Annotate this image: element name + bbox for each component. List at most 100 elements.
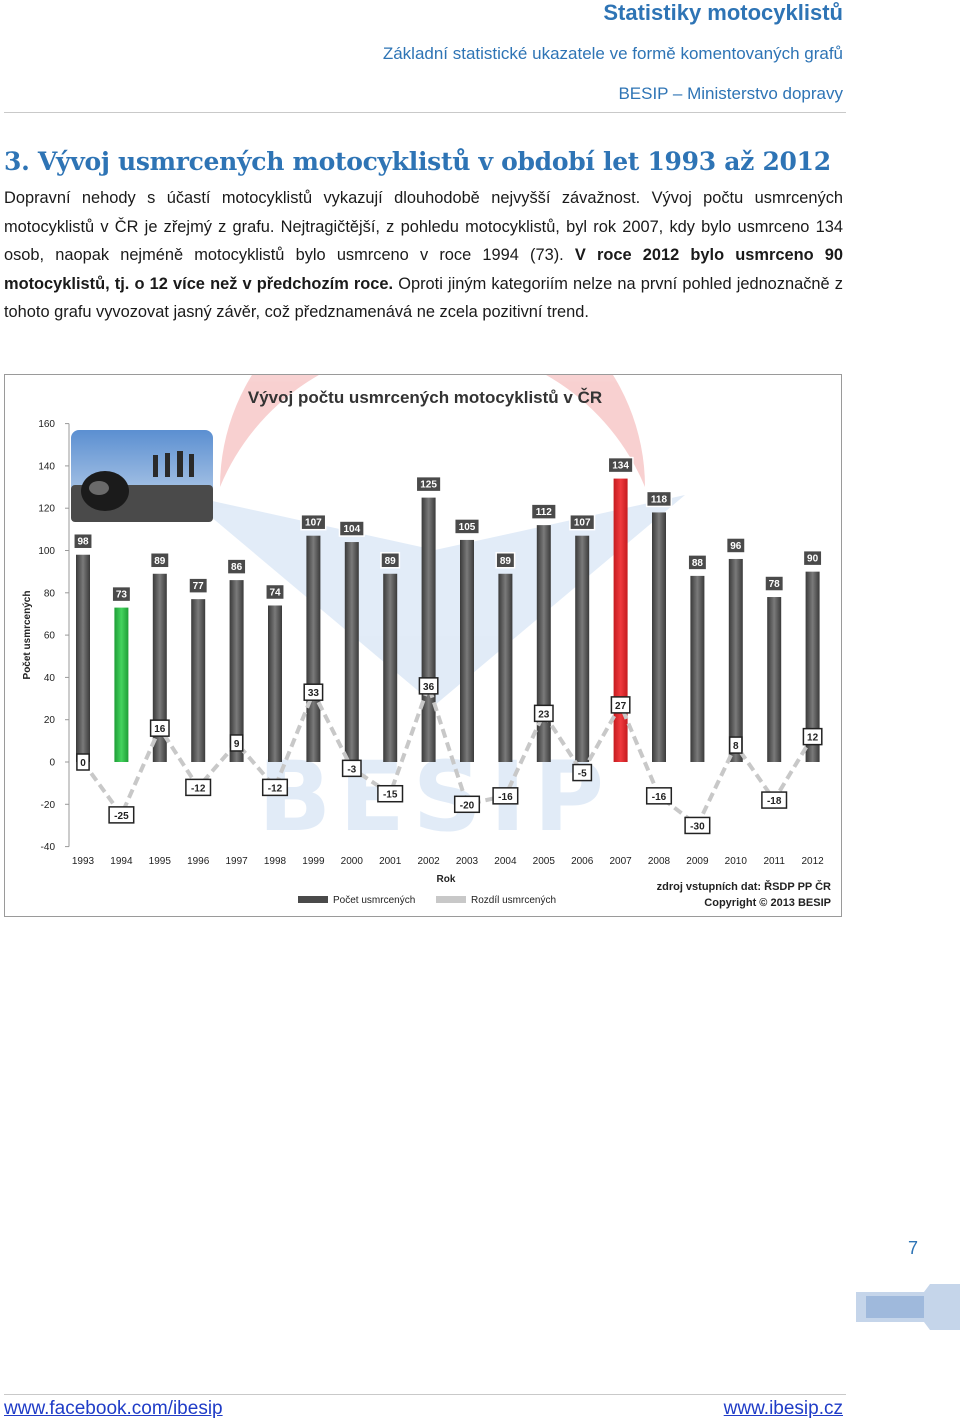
header-divider <box>4 112 846 113</box>
bar-value-label: 104 <box>343 524 360 535</box>
x-tick-label: 1996 <box>187 856 210 867</box>
diff-value-label: -18 <box>767 796 782 807</box>
diff-value-label: 12 <box>807 733 819 744</box>
x-tick-label: 2005 <box>533 856 556 867</box>
website-link[interactable]: www.ibesip.cz <box>723 1398 843 1419</box>
bar-label-box <box>149 552 170 569</box>
diff-label-box <box>728 736 743 754</box>
header-title: Statistiky motocyklistů <box>603 0 843 25</box>
diff-label-box <box>261 778 289 797</box>
diff-value-label: -12 <box>268 783 283 794</box>
bar-value-label: 77 <box>193 581 205 592</box>
x-axis-label: Rok <box>437 874 456 885</box>
header-organization: BESIP – Ministerstvo dopravy <box>618 84 843 103</box>
x-tick-label: 1995 <box>149 856 172 867</box>
bar-value-label: 107 <box>574 518 591 529</box>
bar <box>268 605 282 762</box>
y-tick-label: 20 <box>44 715 56 726</box>
diff-value-label: -5 <box>578 769 587 780</box>
bar-label-box <box>338 520 365 537</box>
legend: Počet usmrcených Rozdíl usmrcených <box>298 895 556 906</box>
x-tick-label: 2011 <box>763 856 785 867</box>
bar-label-box <box>725 537 746 554</box>
x-tick-label: 1998 <box>264 856 287 867</box>
data-labels-group: 9873897786741071048912510589112107134118… <box>73 456 823 835</box>
x-tick-label: 2001 <box>379 856 402 867</box>
bar-value-label: 118 <box>651 494 668 505</box>
decorative-corner-shape <box>856 1284 960 1330</box>
bar-label-box <box>111 585 132 603</box>
diff-label-box <box>533 704 554 723</box>
bar-label-box <box>687 554 708 571</box>
bar-label-box <box>802 549 823 567</box>
bar-value-label: 125 <box>420 480 437 491</box>
section-paragraph: Dopravní nehody s účastí motocyklistů vy… <box>4 184 843 327</box>
bar <box>805 571 820 762</box>
bar-value-label: 88 <box>692 558 704 569</box>
bar <box>728 558 743 762</box>
x-tick-label: 2003 <box>456 856 479 867</box>
diff-label-box <box>761 791 788 809</box>
bar-label-box <box>300 513 327 531</box>
chart-title: Vývoj počtu usmrcených motocyklistů v ČR <box>248 388 602 407</box>
diff-label-box <box>303 683 324 701</box>
bar-value-label: 89 <box>385 556 397 567</box>
diff-value-label: 9 <box>234 739 240 750</box>
diff-label-box <box>149 719 170 737</box>
x-axis-labels: 1993 1994 1995 1996 1997 1998 1999 2000 2001 2002… <box>72 856 824 867</box>
chart-source: zdroj vstupních dat: ŘSDP PP ČR <box>657 880 831 893</box>
bar <box>191 599 206 762</box>
bar-label-box <box>569 513 596 531</box>
bar-label-box <box>530 503 557 520</box>
diff-label-box <box>492 787 519 805</box>
diff-value-label: -3 <box>347 764 356 775</box>
bar-value-label: 98 <box>77 537 89 548</box>
diff-label-box <box>418 677 439 695</box>
bar-value-label: 96 <box>730 541 742 552</box>
diff-label-box <box>453 795 481 814</box>
bar-label-box <box>453 518 481 535</box>
footer-divider <box>4 1394 846 1395</box>
bar-label-box <box>415 475 442 493</box>
x-tick-label: 2000 <box>341 856 364 867</box>
y-tick-label: 40 <box>44 673 56 684</box>
diff-label-box <box>572 763 593 782</box>
diff-value-label: 8 <box>733 741 739 752</box>
x-tick-label: 1993 <box>72 856 95 867</box>
bar-label-box <box>265 583 285 601</box>
bar-value-label: 112 <box>536 507 553 518</box>
x-tick-label: 2007 <box>609 856 632 867</box>
chart-copyright: Copyright © 2013 BESIP <box>704 897 831 909</box>
bar <box>613 478 628 762</box>
y-tick-label: 0 <box>49 758 55 769</box>
diff-label-box <box>684 816 711 835</box>
diff-value-label: 36 <box>423 682 435 693</box>
x-tick-label: 1994 <box>110 856 133 867</box>
bar <box>575 535 590 762</box>
bar <box>152 573 167 762</box>
facebook-link[interactable]: www.facebook.com/ibesip <box>4 1398 223 1419</box>
bar <box>690 575 705 762</box>
bar-label-box <box>495 552 516 569</box>
section-title: 3. Vývoj usmrcených motocyklistů v obdob… <box>4 147 831 176</box>
legend-label-bars: Počet usmrcených <box>333 895 415 906</box>
y-tick-label: 120 <box>38 504 55 515</box>
diff-label-box <box>185 778 212 797</box>
page-number: 7 <box>907 1238 918 1258</box>
diff-value-label: -25 <box>114 811 129 822</box>
paragraph-text-1: Dopravní nehody s účastí motocyklistů vy… <box>4 189 843 265</box>
legend-swatch-bars <box>298 896 328 903</box>
diff-value-label: 23 <box>538 709 550 720</box>
bar <box>498 573 513 762</box>
bar <box>344 542 359 762</box>
bar-value-label: 107 <box>305 518 322 529</box>
legend-swatch-line <box>436 896 466 903</box>
x-tick-label: 2012 <box>801 856 824 867</box>
bar-label-box <box>380 552 401 569</box>
people-icon <box>153 451 194 477</box>
bar-value-label: 86 <box>231 562 243 573</box>
diff-label-box <box>377 784 404 803</box>
paragraph-bold-text: V roce 2012 bylo usmrceno 90 motocyklist… <box>4 246 843 293</box>
bar-value-label: 78 <box>769 579 781 590</box>
